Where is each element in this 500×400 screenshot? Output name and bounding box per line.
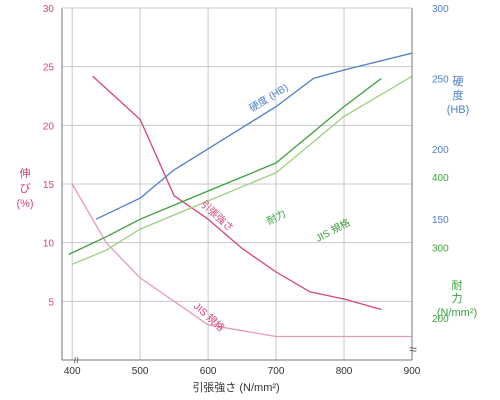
axes (61, 7, 413, 361)
yield-axis-title-1: 耐 (452, 279, 463, 292)
series-yield_jis-line (71, 75, 413, 265)
left-tick-25: 25 (43, 63, 55, 74)
left-tick-30: 30 (43, 4, 55, 15)
hardness-tick-200: 200 (432, 145, 449, 156)
hardness-tick-250: 250 (432, 74, 449, 85)
hardness-tick-300: 300 (432, 4, 449, 15)
x-tick-700: 700 (268, 366, 285, 377)
grid (62, 7, 412, 360)
yield-axis-title-2: 力 (452, 292, 463, 305)
x-axis-ticks: 400 500 600 700 800 900 (64, 366, 421, 377)
left-tick-5: 5 (48, 297, 54, 308)
x-tick-600: 600 (200, 366, 217, 377)
annotation-yield-jis: JIS 規格 (313, 216, 352, 245)
yield-axis-title-3: (N/mm²) (437, 307, 477, 319)
hardness-axis-title-2: 度 (453, 88, 464, 102)
series-elongation-line (92, 75, 382, 311)
yield-axis-ticks: 400 300 200 (432, 173, 449, 325)
hardness-axis-ticks: 300 250 200 150 (432, 4, 449, 226)
series-yield-line (68, 77, 382, 255)
left-axis-ticks: 30 25 20 15 10 5 (43, 4, 55, 308)
x-tick-800: 800 (336, 366, 353, 377)
left-axis-break-mark: ≈ (409, 341, 417, 357)
hardness-axis-title-1: 硬 (453, 75, 464, 88)
left-axis-title-2: び (20, 182, 31, 195)
left-axis-title-3: (%) (16, 198, 33, 210)
series-lines (68, 52, 413, 338)
hardness-axis-title-3: (HB) (447, 104, 470, 116)
yield-tick-300: 300 (432, 243, 449, 254)
x-axis-title: 引張強さ (N/mm²) (192, 380, 279, 394)
x-tick-400: 400 (64, 366, 81, 377)
annotation-hardness: 硬度 (HB) (247, 81, 291, 115)
left-tick-20: 20 (43, 121, 55, 132)
x-tick-500: 500 (132, 366, 149, 377)
left-tick-15: 15 (43, 180, 55, 191)
left-tick-10: 10 (43, 239, 55, 250)
left-axis-title-1: 伸 (20, 167, 31, 180)
yield-tick-400: 400 (432, 173, 449, 184)
hardness-tick-150: 150 (432, 215, 449, 226)
series-elongation_jis-line (71, 183, 412, 338)
yield-tick-200: 200 (432, 314, 449, 325)
x-tick-900: 900 (404, 366, 421, 377)
x-axis-break-mark: ≈ (69, 356, 84, 363)
series-hardness-line (95, 52, 413, 220)
